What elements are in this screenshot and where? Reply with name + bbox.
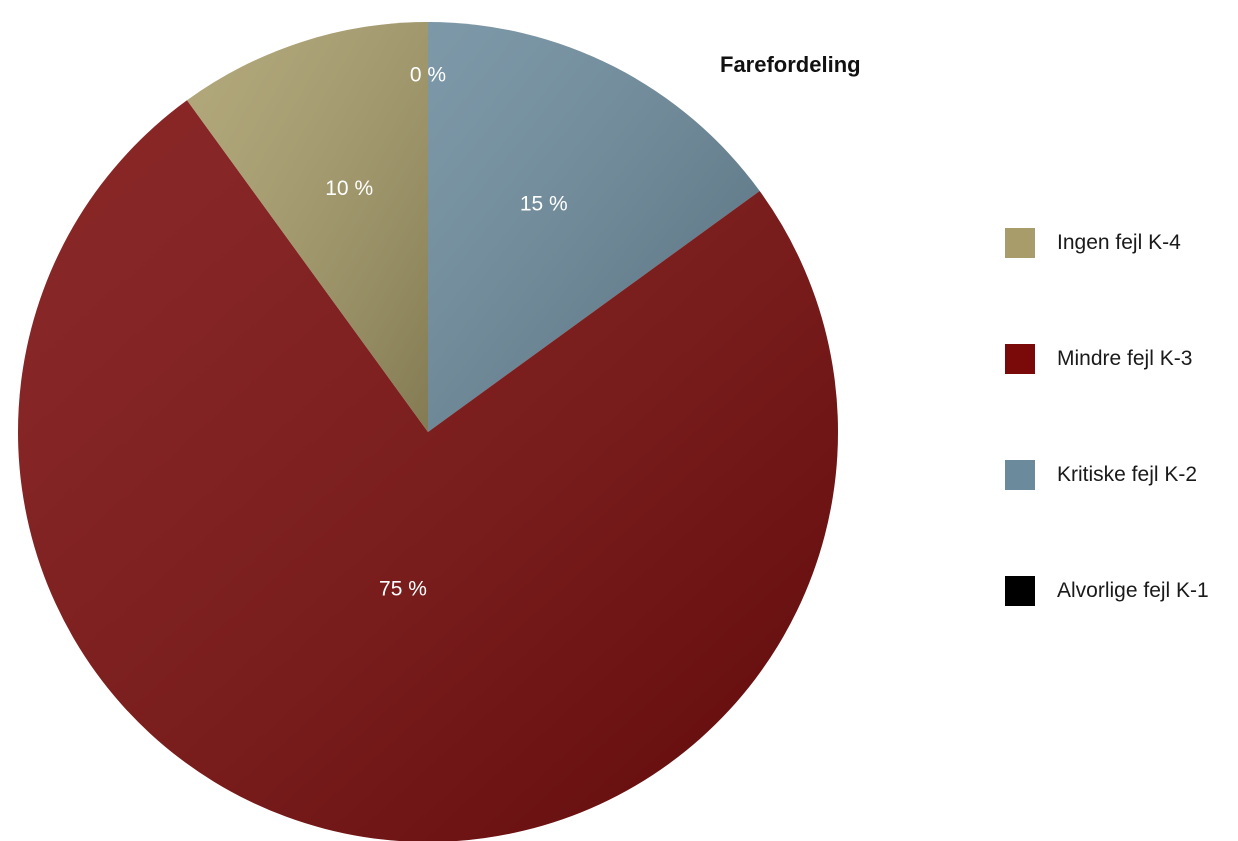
legend-label: Ingen fejl K-4 [1057,231,1181,254]
legend-swatch [1005,460,1035,490]
chart-title: Farefordeling [720,52,861,77]
pie-data-label-alvorlige-fejl: 0 % [410,64,446,87]
legend-swatch [1005,576,1035,606]
pie-slice-shading [18,100,838,841]
legend-label: Mindre fejl K-3 [1057,347,1193,370]
legend: Ingen fejl K-4 Mindre fejl K-3 Kritiske … [1005,226,1209,690]
legend-label: Kritiske fejl K-2 [1057,463,1198,486]
legend-item-mindre-fejl: Mindre fejl K-3 [1005,342,1209,376]
legend-label: Alvorlige fejl K-1 [1057,579,1209,602]
legend-item-alvorlige-fejl: Alvorlige fejl K-1 [1005,574,1209,608]
pie-data-label-mindre-fejl: 75 % [379,578,427,601]
legend-swatch [1005,228,1035,258]
pie-slice-shading [187,22,428,432]
pie-slice-shading [428,22,760,432]
legend-item-ingen-fejl: Ingen fejl K-4 [1005,226,1209,260]
legend-item-kritiske-fejl: Kritiske fejl K-2 [1005,458,1209,492]
pie-data-label-kritiske-fejl: 15 % [520,192,568,215]
legend-swatch [1005,344,1035,374]
pie-data-label-ingen-fejl: 10 % [325,177,373,200]
